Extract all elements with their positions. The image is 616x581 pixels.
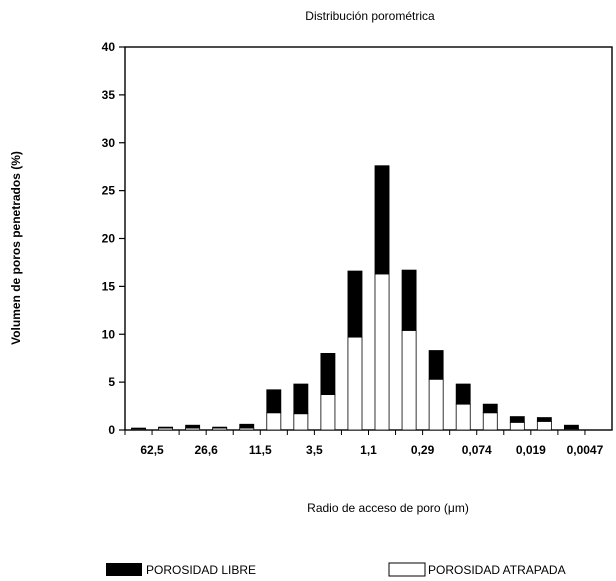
legend-label-libre: POROSIDAD LIBRE <box>146 563 256 577</box>
x-tick-label: 0,29 <box>411 443 435 457</box>
y-tick-label: 25 <box>102 184 116 198</box>
bar-atrapada <box>374 273 390 431</box>
bar-libre <box>185 424 201 429</box>
y-tick-label: 20 <box>102 232 116 246</box>
y-tick-label: 10 <box>102 327 116 341</box>
y-tick-label: 30 <box>102 136 116 150</box>
x-tick-label: 0,019 <box>516 443 546 457</box>
bar-libre <box>347 270 363 338</box>
y-tick-label: 35 <box>102 88 116 102</box>
legend-swatch-atrapada <box>388 562 426 577</box>
x-tick-label: 26,6 <box>194 443 218 457</box>
legend-label-atrapada: POROSIDAD ATRAPADA <box>428 563 566 577</box>
bar-atrapada <box>455 403 471 431</box>
bar-libre <box>536 417 552 422</box>
bar-atrapada <box>536 420 552 431</box>
legend: POROSIDAD LIBRE POROSIDAD ATRAPADA <box>106 562 566 577</box>
bar-libre <box>563 424 579 430</box>
bar-atrapada <box>401 330 417 431</box>
bar-libre <box>509 416 525 423</box>
y-tick-label: 15 <box>102 279 116 293</box>
bar-libre <box>131 427 146 430</box>
bar-atrapada <box>347 336 363 431</box>
y-tick-label: 0 <box>108 423 115 437</box>
bar-libre <box>158 426 174 429</box>
bar-libre <box>293 383 309 415</box>
x-tick-label: 62,5 <box>140 443 164 457</box>
legend-swatch-libre <box>106 563 142 576</box>
x-tick-label: 11,5 <box>249 443 272 457</box>
bar-atrapada <box>428 378 444 431</box>
bar-atrapada <box>266 412 282 431</box>
chart-title: Distribución porométrica <box>305 9 435 23</box>
x-tick-label: 3,5 <box>306 443 323 457</box>
bar-atrapada <box>509 421 525 431</box>
bar-atrapada <box>482 412 498 431</box>
y-tick-label: 5 <box>108 375 115 389</box>
x-tick-label: 1,1 <box>360 443 377 457</box>
bar-libre <box>266 389 282 414</box>
bar-libre <box>212 426 228 429</box>
bar-atrapada <box>320 394 336 431</box>
y-tick-label: 40 <box>102 40 116 54</box>
bar-libre <box>239 423 255 429</box>
bar-libre <box>428 350 444 380</box>
bar-libre <box>482 403 498 414</box>
bar-libre <box>401 269 417 331</box>
x-axis-label: Radio de acceso de poro (μm) <box>307 501 469 515</box>
bar-libre <box>455 383 471 405</box>
y-axis-label: Volumen de poros penetrados (%) <box>9 151 23 345</box>
bar-libre <box>374 165 390 275</box>
x-tick-label: 0,0047 <box>567 443 604 457</box>
x-tick-label: 0,074 <box>462 443 492 457</box>
bar-libre <box>320 352 336 395</box>
plot-frame <box>124 46 613 431</box>
bar-atrapada <box>293 413 309 431</box>
plot-area: 0 5 10 15 20 25 30 35 40 62,5 26,6 11,5 3,5 1,1 0,29 0,… <box>102 40 613 457</box>
